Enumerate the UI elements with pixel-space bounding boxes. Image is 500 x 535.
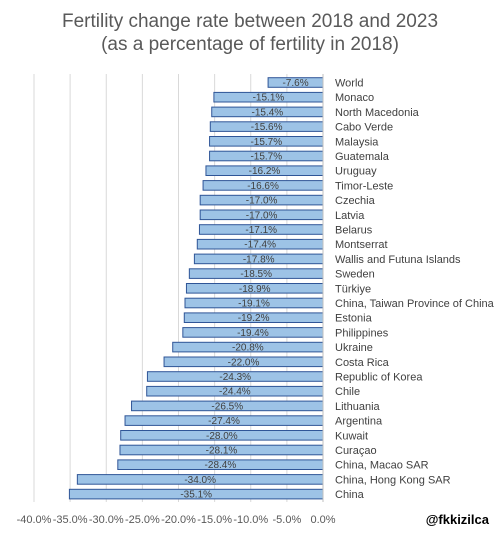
bar-value-label: -18.5% — [240, 269, 272, 280]
x-tick-label: -30.0% — [89, 514, 124, 526]
bar-value-label: -28.0% — [206, 431, 238, 442]
bar-value-label: -35.1% — [180, 490, 212, 501]
category-label: Costa Rica — [335, 357, 390, 369]
x-tick-label: -10.0% — [233, 514, 268, 526]
category-label: Türkiye — [335, 283, 371, 295]
bar-value-label: -16.6% — [247, 181, 279, 192]
bar-value-label: -28.1% — [206, 446, 238, 457]
category-label: China, Taiwan Province of China — [335, 298, 495, 310]
bar-value-label: -15.6% — [251, 122, 283, 133]
bar-value-label: -22.0% — [228, 357, 260, 368]
bar-value-label: -24.4% — [219, 387, 251, 398]
category-label: World — [335, 78, 364, 90]
bar-value-label: -26.5% — [211, 401, 243, 412]
bar-value-label: -15.1% — [253, 93, 285, 104]
bar-value-label: -17.4% — [244, 240, 276, 251]
x-tick-label: -35.0% — [53, 514, 88, 526]
category-label: Monaco — [335, 92, 374, 104]
category-label: Sweden — [335, 269, 375, 281]
bar-value-label: -20.8% — [232, 343, 264, 354]
bar-value-label: -15.4% — [252, 107, 284, 118]
category-label: Czechia — [335, 195, 376, 207]
chart-subtitle: (as a percentage of fertility in 2018) — [101, 34, 399, 55]
category-label: Republic of Korea — [335, 372, 423, 384]
author-handle: @fkkizilca — [422, 511, 492, 528]
category-label: Argentina — [335, 416, 383, 428]
bar-value-label: -19.4% — [237, 328, 269, 339]
bar-value-label: -17.8% — [243, 254, 275, 265]
chart-title-block: Fertility change rate between 2018 and 2… — [0, 10, 500, 56]
bar-value-label: -17.0% — [246, 196, 278, 207]
bar-value-label: -18.9% — [239, 284, 271, 295]
category-label: Estonia — [335, 313, 373, 325]
bar-value-label: -34.0% — [184, 475, 216, 486]
category-label: Ukraine — [335, 342, 373, 354]
category-label: Malaysia — [335, 136, 379, 148]
bar-value-label: -19.2% — [238, 313, 270, 324]
bar-value-label: -27.4% — [208, 416, 240, 427]
bar-value-label: -17.1% — [245, 225, 277, 236]
category-label: Latvia — [335, 210, 365, 222]
category-label: Uruguay — [335, 166, 377, 178]
category-label: Lithuania — [335, 401, 381, 413]
category-label: Wallis and Futuna Islands — [335, 254, 461, 266]
category-label: China, Macao SAR — [335, 460, 429, 472]
category-label: Guatemala — [335, 151, 390, 163]
bar-value-label: -17.0% — [246, 210, 278, 221]
bar-value-label: -16.2% — [249, 166, 281, 177]
x-tick-label: -20.0% — [161, 514, 196, 526]
x-tick-label: -25.0% — [125, 514, 160, 526]
bar-value-label: -15.7% — [250, 152, 282, 163]
category-label: Philippines — [335, 327, 389, 339]
bar-value-label: -19.1% — [238, 299, 270, 310]
category-label: Cabo Verde — [335, 122, 393, 134]
category-label: Belarus — [335, 225, 373, 237]
x-tick-label: -5.0% — [273, 514, 302, 526]
category-label: Kuwait — [335, 430, 368, 442]
category-label: China, Hong Kong SAR — [335, 474, 451, 486]
category-label: China — [335, 489, 365, 501]
x-tick-label: -15.0% — [197, 514, 232, 526]
bar-value-label: -7.6% — [282, 78, 308, 89]
x-tick-label: -40.0% — [17, 514, 52, 526]
bar-value-label: -15.7% — [250, 137, 282, 148]
category-label: North Macedonia — [335, 107, 420, 119]
category-label: Curaçao — [335, 445, 377, 457]
chart-title: Fertility change rate between 2018 and 2… — [61, 11, 439, 32]
category-label: Chile — [335, 386, 360, 398]
category-label: Timor-Leste — [335, 180, 393, 192]
x-tick-label: 0.0% — [310, 514, 335, 526]
bar-value-label: -28.4% — [205, 460, 237, 471]
category-label: Montserrat — [335, 239, 388, 251]
bar-value-label: -24.3% — [219, 372, 251, 383]
